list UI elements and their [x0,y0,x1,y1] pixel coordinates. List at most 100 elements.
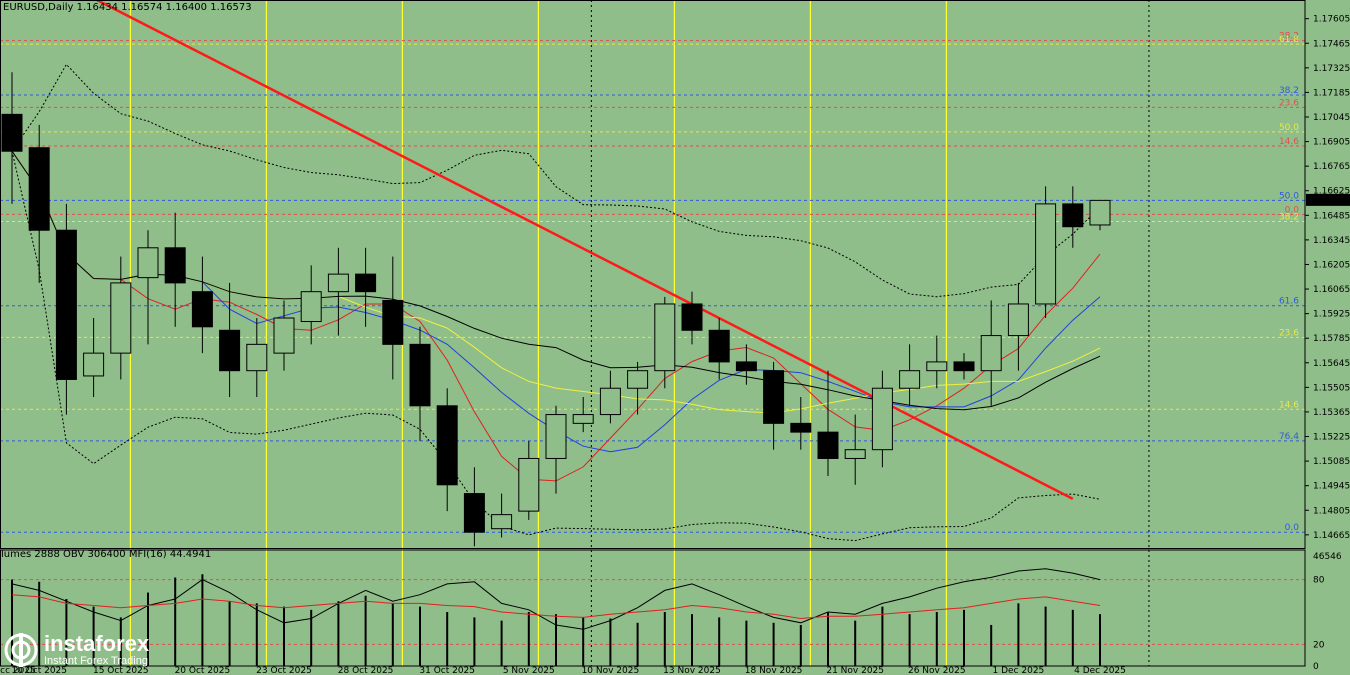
fib-label: 38.2 [1279,86,1299,96]
candle-body [137,247,159,279]
candle-body [436,405,458,486]
indicator-tick-label: 20 [1313,640,1325,650]
candle-body [1,113,23,152]
date-label: 28 Oct 2025 [338,666,394,675]
instaforex-logo: instaforex Instant Forex Trading [4,628,149,672]
symbol-header: EURUSD,Daily 1.16434 1.16574 1.16400 1.1… [3,2,252,13]
candle-body [463,493,485,533]
indicator-header: lumes 2888 OBV 306400 MFI(16) 44.4941 [1,549,211,560]
price-tick-label: 1.16065 [1313,285,1350,295]
fib-label: 14.6 [1279,137,1299,147]
fibonacci-levels: 38.261.838.223.650.014.650.00.038.261.62… [0,32,1305,533]
price-tick-label: 1.15085 [1313,457,1350,467]
downtrend-line [94,0,1074,500]
candle-body [1035,203,1057,305]
price-tick-label: 1.14945 [1313,482,1350,492]
candle-body [246,343,268,372]
price-frame [0,0,1306,549]
price-tick-label: 1.17605 [1313,15,1350,25]
price-tick-label: 1.17465 [1313,39,1350,49]
candle-body [572,414,594,424]
candle-body [164,247,186,284]
indicator-panel: 46546 80 20 0 [0,552,1342,672]
fib-label: 23.6 [1279,328,1299,338]
date-label: 10 Oct 2025 [11,666,67,675]
date-label: 1 Dec 2025 [993,666,1045,675]
candle-body [382,299,404,345]
ma-long [11,150,1101,411]
candle-body [599,387,621,416]
candle-body [654,303,676,372]
price-tick-label: 1.15505 [1313,383,1350,393]
date-label: 5 Nov 2025 [503,666,555,675]
fib-label: 61.8 [1279,35,1299,45]
price-tick-label: 1.16625 [1313,187,1350,197]
date-label: 10 Nov 2025 [582,666,640,675]
candle-body [681,303,703,331]
fib-label: 0.0 [1285,523,1300,533]
fib-label: 50.0 [1279,191,1299,201]
fib-label: 38.2 [1279,212,1299,222]
candle-body [790,422,812,433]
date-label: cc 2025 [0,666,36,675]
candle-body [28,147,50,231]
fib-label: 38.2 [1279,32,1299,42]
lower-band [11,151,1101,542]
date-label: 23 Oct 2025 [256,666,312,675]
date-label: 20 Oct 2025 [175,666,231,675]
date-label: 4 Dec 2025 [1074,666,1126,675]
price-tick-label: 1.15365 [1313,408,1350,418]
candle-body [735,361,757,372]
fib-label: 50.0 [1279,123,1299,133]
fib-label: 14.6 [1279,400,1299,410]
candle-body [110,282,132,354]
candle-body [273,317,295,354]
logo-wordmark: instaforex [44,631,150,656]
candle-body [1007,303,1029,337]
mfi-line [11,568,1101,630]
candle-body [545,414,567,459]
candle-body [1062,203,1084,228]
candle-body [191,291,213,328]
indicator-tick-label: 80 [1313,576,1325,586]
candle-body [1089,199,1111,226]
logo-icon [4,633,38,667]
current-price-marker [1306,193,1350,206]
indicator-frame [0,549,1306,667]
date-label: 13 Nov 2025 [663,666,721,675]
price-tick-label: 1.16205 [1313,260,1350,270]
upper-band [11,63,1101,298]
candle-body [708,329,730,363]
price-tick-label: 1.15645 [1313,359,1350,369]
candle-body [953,361,975,372]
date-label: 18 Nov 2025 [745,666,803,675]
date-label: 26 Nov 2025 [908,666,966,675]
price-tick-label: 1.16905 [1313,138,1350,148]
candle-body [355,273,377,293]
price-tick-label: 1.15925 [1313,310,1350,320]
candle-body [83,352,105,377]
price-tick-label: 1.15225 [1313,433,1350,443]
fib-label: 0.0 [1285,205,1300,215]
candle-body [627,370,649,389]
price-tick-label: 1.17185 [1313,88,1350,98]
candlesticks [1,72,1111,547]
indicator-tick-label: 0 [1313,662,1319,672]
price-tick-label: 1.17045 [1313,113,1350,123]
logo-tagline: Instant Forex Trading [44,655,148,667]
candle-body [763,370,785,424]
trendline [94,0,1074,500]
candle-body [926,361,948,372]
price-tick-label: 1.16345 [1313,236,1350,246]
indicator-tick-label: 46546 [1313,552,1342,562]
candle-body [219,329,241,372]
candle-body [491,514,513,530]
price-tick-label: 1.16765 [1313,162,1350,172]
candle-body [327,273,349,293]
bollinger-bands [11,63,1101,542]
price-tick-label: 1.16485 [1313,211,1350,221]
candle-body [409,343,431,407]
